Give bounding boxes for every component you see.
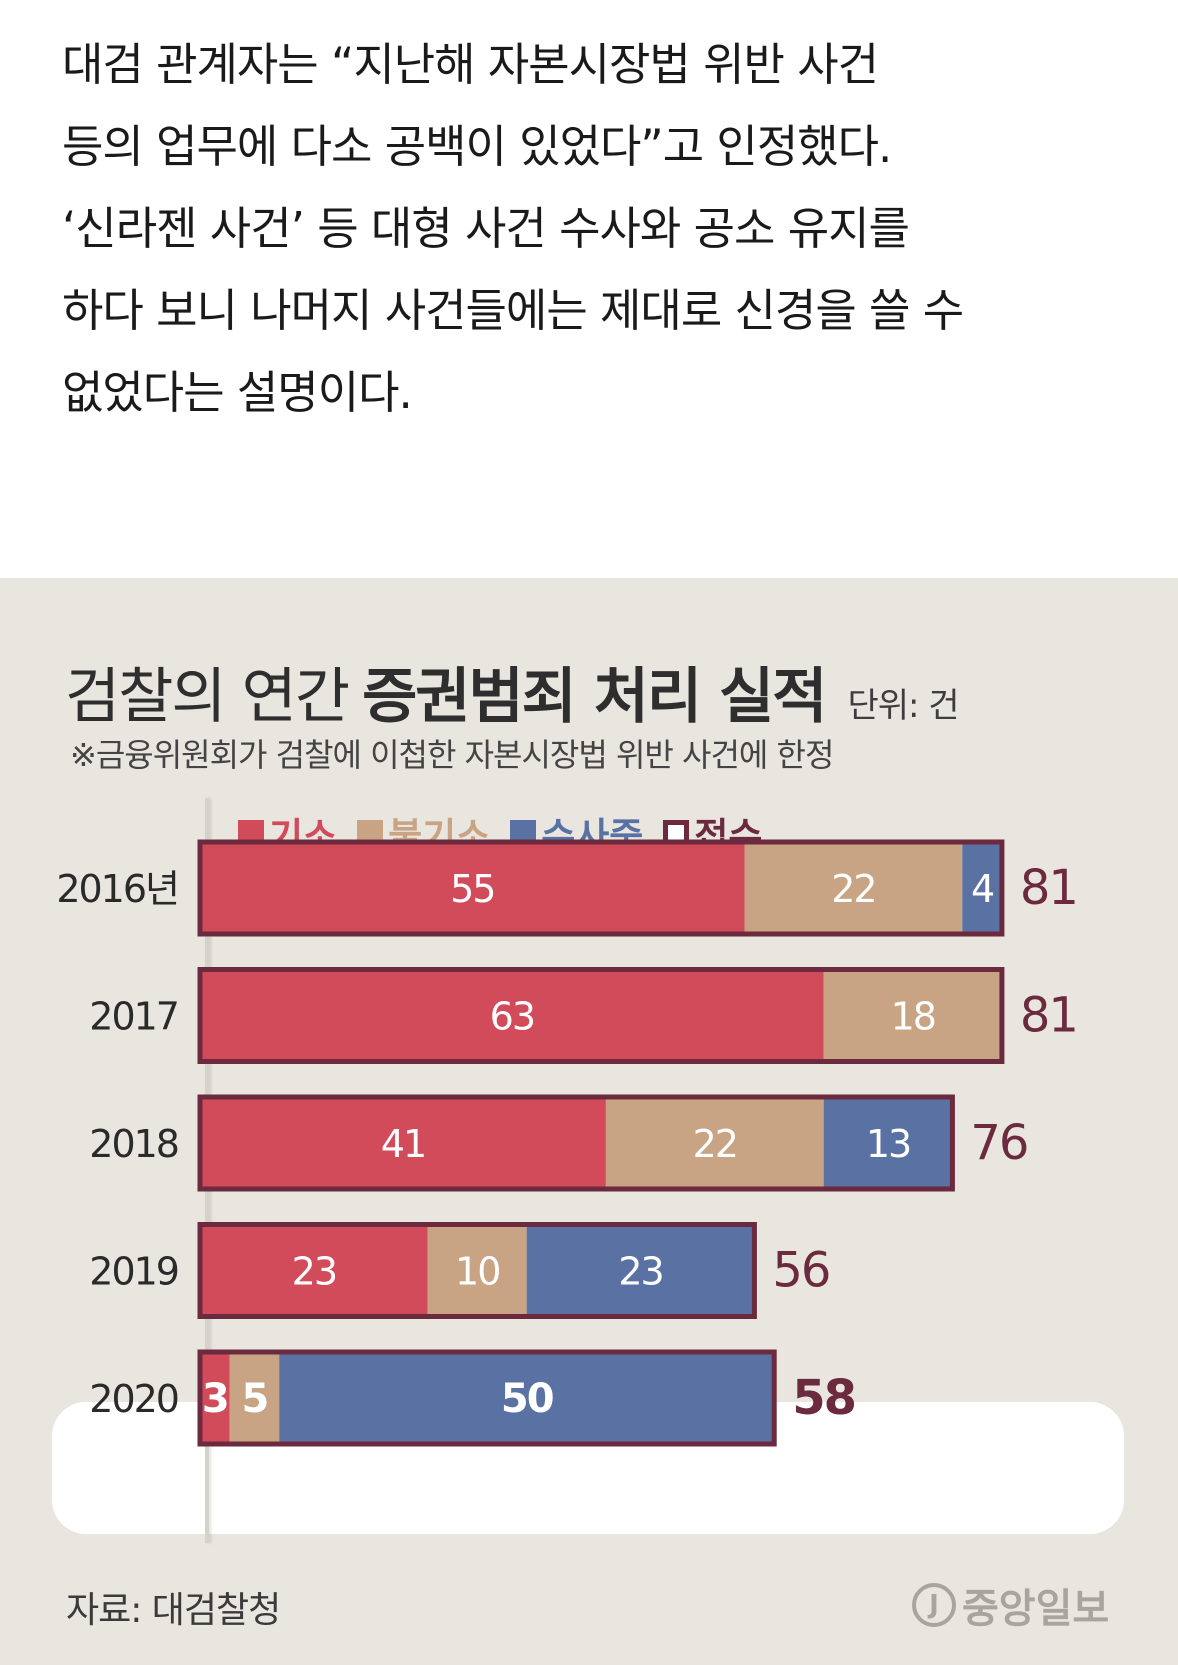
bar-segment-indicted	[200, 1097, 606, 1189]
total-label: 81	[1020, 860, 1077, 916]
article-text: 대검 관계자는 “지난해 자본시장법 위반 사건 등의 업무에 다소 공백이 있…	[62, 24, 1122, 434]
article-line: 대검 관계자는 “지난해 자본시장법 위반 사건	[62, 38, 879, 91]
joongang-logo: J 중앙일보	[912, 1576, 1109, 1634]
article-line: ‘신라젠 사건’ 등 대형 사건 수사와 공소 유지를	[62, 202, 910, 255]
total-outline	[197, 967, 1005, 1064]
chart-title-bold: 증권범죄 처리 실적	[362, 662, 827, 732]
category-label: 2016년	[56, 867, 178, 911]
bar-segment-not-indicted	[744, 842, 963, 934]
bar-segment-indicted	[200, 842, 745, 934]
chart-unit: 단위: 건	[847, 686, 959, 726]
chart-title-light: 검찰의 연간	[65, 662, 350, 732]
bar-segment-indicted	[200, 1224, 428, 1317]
data-label: 18	[891, 995, 935, 1039]
chart-graphic: 검찰의 연간 증권범죄 처리 실적 단위: 건 ※금융위원회가 검찰에 이첩한 자본…	[0, 578, 1178, 1665]
data-label: 3	[202, 1376, 228, 1422]
total-outline	[197, 1349, 777, 1447]
bar-segment-indicted	[200, 969, 824, 1062]
bar-segment-investigating	[962, 842, 1002, 934]
total-label: 76	[970, 1115, 1027, 1171]
category-label: 2017	[89, 995, 178, 1039]
bar-segment-investigating	[279, 1352, 775, 1444]
data-label: 22	[693, 1122, 737, 1166]
article-line: 없었다는 설명이다.	[62, 366, 413, 419]
bar-segment-not-indicted	[605, 1097, 824, 1189]
bar-segment-investigating	[526, 1224, 755, 1317]
total-outline	[197, 1094, 955, 1192]
logo-mark-icon: J	[912, 1583, 956, 1627]
data-label: 13	[866, 1122, 910, 1166]
article-line: 등의 업무에 다소 공백이 있었다”고 인정했다.	[62, 120, 892, 173]
logo-text: 중앙일보	[962, 1586, 1110, 1632]
data-label: 23	[292, 1250, 336, 1294]
data-label: 5	[242, 1376, 268, 1422]
category-label: 2018	[89, 1122, 178, 1166]
data-label: 23	[618, 1250, 662, 1294]
data-label: 41	[381, 1122, 425, 1166]
category-label: 2020	[89, 1377, 178, 1421]
bar-segment-not-indicted	[427, 1224, 527, 1317]
total-label: 56	[772, 1243, 829, 1299]
data-label: 63	[490, 995, 534, 1039]
total-label: 81	[1020, 988, 1077, 1044]
total-label: 58	[792, 1370, 855, 1426]
source-note: 자료: 대검찰청	[66, 1590, 281, 1631]
bar-chart: 2016년 55 22 4 81 2017 63 18 81 2018 41 22 13 76 2019 23…	[56, 839, 1079, 1447]
data-label: 4	[971, 867, 994, 911]
data-label: 10	[455, 1250, 499, 1294]
chart-title: 검찰의 연간 증권범죄 처리 실적 단위: 건	[65, 648, 960, 735]
bar-segment-not-indicted	[229, 1352, 280, 1444]
bar-segment-investigating	[823, 1097, 953, 1189]
article-line: 하다 보니 나머지 사건들에는 제대로 신경을 쓸 수	[62, 284, 964, 337]
data-label: 50	[501, 1376, 553, 1422]
total-outline	[197, 1222, 757, 1319]
total-outline	[197, 839, 1005, 937]
bar-segment-indicted	[200, 1352, 230, 1444]
category-label: 2019	[89, 1250, 178, 1294]
chart-note: ※금융위원회가 검찰에 이첩한 자본시장법 위반 사건에 한정	[70, 736, 834, 774]
data-label: 55	[450, 867, 494, 911]
data-label: 22	[831, 867, 875, 911]
bar-segment-not-indicted	[823, 969, 1002, 1062]
